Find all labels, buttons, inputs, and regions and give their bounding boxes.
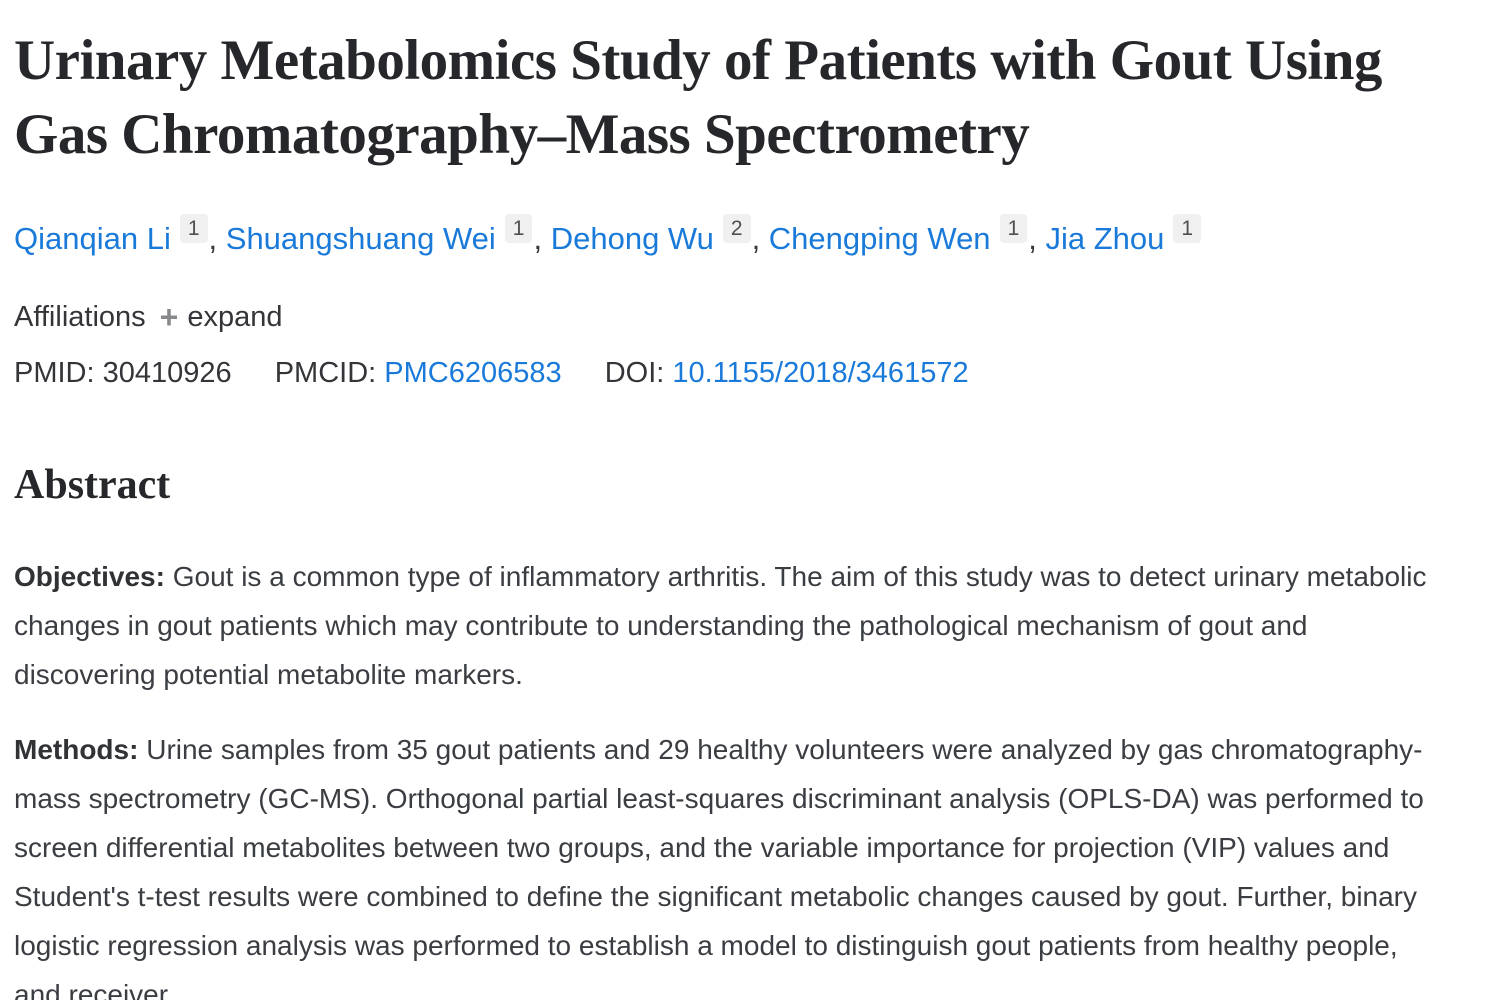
author-separator: , (208, 221, 226, 256)
affiliations-expand-button[interactable]: + expand (160, 296, 283, 338)
author-link[interactable]: Chengping Wen (768, 221, 991, 256)
authors-list: Qianqian Li 1, Shuangshuang Wei 1, Dehong … (14, 214, 1486, 262)
affiliations-row: Affiliations + expand (14, 296, 1486, 338)
pmid-group: PMID: 30410926 (14, 357, 240, 389)
plus-icon: + (159, 299, 179, 335)
author-link[interactable]: Qianqian Li (14, 221, 171, 256)
doi-label: DOI: (604, 357, 665, 389)
abstract-paragraph: Objectives: Gout is a common type of inf… (14, 552, 1438, 699)
author-separator: , (1028, 221, 1046, 256)
author-affiliation-badge[interactable]: 1 (999, 214, 1028, 243)
author-link[interactable]: Dehong Wu (550, 221, 714, 256)
author-separator: , (533, 221, 551, 256)
abstract-heading: Abstract (14, 462, 171, 508)
pmid-value: 30410926 (102, 357, 232, 389)
abstract-paragraph: Methods: Urine samples from 35 gout pati… (14, 725, 1438, 1000)
pmcid-link[interactable]: PMC6206583 (384, 357, 562, 389)
pmid-label: PMID: (14, 357, 95, 389)
author-item: Qianqian Li 1, (14, 214, 226, 256)
author-separator: , (751, 221, 769, 256)
abstract-section-text: Gout is a common type of inflammatory ar… (14, 561, 1427, 690)
author-item: Dehong Wu 2, (550, 214, 769, 256)
doi-link[interactable]: 10.1155/2018/3461572 (672, 357, 969, 389)
affiliations-expand-label: expand (187, 301, 283, 333)
author-affiliation-badge[interactable]: 1 (1173, 214, 1202, 243)
author-item: Shuangshuang Wei 1, (225, 214, 551, 256)
pmcid-label: PMCID: (274, 357, 377, 389)
author-affiliation-badge[interactable]: 2 (722, 214, 751, 243)
author-item: Jia Zhou 1 (1045, 214, 1202, 256)
author-affiliation-badge[interactable]: 1 (179, 214, 208, 243)
author-link[interactable]: Jia Zhou (1045, 221, 1165, 256)
article-page: Urinary Metabolomics Study of Patients w… (0, 24, 1500, 1000)
author-item: Chengping Wen 1, (768, 214, 1046, 256)
author-link[interactable]: Shuangshuang Wei (225, 221, 496, 256)
doi-group: DOI: 10.1155/2018/3461572 (605, 357, 969, 389)
affiliations-label: Affiliations (14, 301, 146, 333)
article-title: Urinary Metabolomics Study of Patients w… (14, 29, 1382, 166)
abstract-section-text: Urine samples from 35 gout patients and … (14, 734, 1424, 1000)
abstract-body: Objectives: Gout is a common type of inf… (14, 552, 1486, 1000)
author-affiliation-badge[interactable]: 1 (504, 214, 533, 243)
identifiers-row: PMID: 30410926 PMCID: PMC6206583 DOI: 10… (14, 352, 1486, 394)
pmcid-group: PMCID: PMC6206583 (275, 357, 570, 389)
abstract-section-label: Objectives: (14, 561, 165, 592)
abstract-section-label: Methods: (14, 734, 139, 765)
